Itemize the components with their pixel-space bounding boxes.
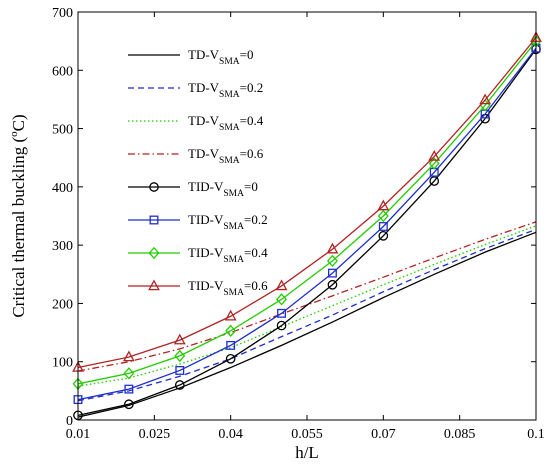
data-point-6 xyxy=(225,324,237,338)
legend-label-suffix: =0.4 xyxy=(244,245,268,260)
ticks-layer: 0.01 0.025 0.04 0.055 0.07 0.085 0.1 0 100 200 300… xyxy=(52,6,545,442)
y-tick-label: 600 xyxy=(52,64,73,79)
x-tick-label: 0.055 xyxy=(291,427,323,442)
data-point-4 xyxy=(327,279,338,290)
legend-label-sub: SMA xyxy=(223,288,244,298)
legend-label-prefix: TD-V xyxy=(188,113,220,128)
y-axis-title-main: Critical thermal buckling ( xyxy=(9,137,28,318)
series-line-3 xyxy=(77,221,537,372)
data-point-4 xyxy=(429,176,440,186)
data-point-5 xyxy=(226,340,236,350)
series-line-1 xyxy=(77,228,537,402)
x-tick-label: 0.07 xyxy=(371,427,396,442)
y-tick-label: 300 xyxy=(52,239,73,254)
data-point-4 xyxy=(124,399,134,410)
y-tick-label: 0 xyxy=(66,414,73,429)
legend-label-4: TID-VSMA=0 xyxy=(188,179,258,199)
plot-frame xyxy=(77,11,537,421)
series-line-4 xyxy=(77,48,537,416)
legend-label-prefix: TD-V xyxy=(188,80,220,95)
y-tick-label: 400 xyxy=(52,181,73,196)
data-point-5 xyxy=(378,222,388,231)
legend-label-sub: SMA xyxy=(219,57,240,67)
legend-label-prefix: TID-V xyxy=(188,212,224,227)
y-tick-label: 500 xyxy=(52,123,73,138)
data-point-5 xyxy=(175,366,185,375)
data-point-6 xyxy=(174,349,186,363)
series-line-5 xyxy=(77,47,537,401)
x-tick-label: 0.1 xyxy=(527,427,545,442)
data-point-7 xyxy=(326,242,339,254)
data-point-6 xyxy=(326,254,338,268)
data-point-5 xyxy=(124,384,134,394)
x-tick-label: 0.01 xyxy=(66,427,91,442)
series-line-2 xyxy=(77,225,537,387)
legend-label-0: TD-VSMA=0 xyxy=(188,47,253,67)
legend-marker-6 xyxy=(148,246,160,260)
data-point-5 xyxy=(277,308,287,318)
y-tick-label: 700 xyxy=(52,6,73,21)
data-point-7 xyxy=(428,149,441,161)
data-point-4 xyxy=(378,230,389,241)
data-point-7 xyxy=(224,309,237,321)
y-axis-title: Critical thermal buckling (oC) xyxy=(8,114,28,317)
data-point-6 xyxy=(276,293,288,306)
series-line-6 xyxy=(77,40,537,385)
legend-label-sub: SMA xyxy=(223,222,244,232)
legend-label-suffix: =0 xyxy=(244,179,258,194)
legend-label-suffix: =0.6 xyxy=(240,146,264,161)
data-point-7 xyxy=(275,279,288,291)
legend-label-7: TID-VSMA=0.6 xyxy=(188,278,268,298)
x-tick-label: 0.085 xyxy=(444,427,476,442)
legend-label-sub: SMA xyxy=(223,189,244,199)
legend-label-5: TID-VSMA=0.2 xyxy=(188,212,268,232)
data-point-7 xyxy=(173,333,186,345)
y-axis-title-unit: C) xyxy=(9,114,28,131)
legend-label-suffix: =0.2 xyxy=(240,80,264,95)
series-line-7 xyxy=(77,37,537,369)
y-tick-label: 100 xyxy=(52,356,73,371)
data-point-5 xyxy=(327,268,337,278)
legend-label-suffix: =0.6 xyxy=(244,278,268,293)
data-point-7 xyxy=(479,93,492,105)
x-axis-title: h/L xyxy=(295,443,319,462)
legend-marker-5 xyxy=(149,215,159,225)
legend-marker-7 xyxy=(148,279,160,291)
data-point-4 xyxy=(276,320,287,331)
x-tick-label: 0.04 xyxy=(218,427,243,442)
data-point-4 xyxy=(225,353,236,364)
legend-label-sub: SMA xyxy=(219,123,240,133)
legend-label-suffix: =0.4 xyxy=(240,113,264,128)
legend-label-suffix: =0.2 xyxy=(244,212,268,227)
legend-label-prefix: TID-V xyxy=(188,278,224,293)
data-point-6 xyxy=(377,209,389,223)
legend-label-prefix: TD-V xyxy=(188,146,220,161)
legend-label-6: TID-VSMA=0.4 xyxy=(188,245,268,265)
legend: TD-VSMA=0TD-VSMA=0.2TD-VSMA=0.4TD-VSMA=0… xyxy=(128,47,268,298)
legend-label-sub: SMA xyxy=(219,90,240,100)
data-point-7 xyxy=(377,199,390,211)
legend-label-suffix: =0 xyxy=(240,47,254,62)
legend-label-3: TD-VSMA=0.6 xyxy=(188,146,264,166)
y-axis-title-sup: o xyxy=(8,131,20,137)
legend-marker-4 xyxy=(149,182,159,192)
data-point-4 xyxy=(174,380,185,390)
legend-label-1: TD-VSMA=0.2 xyxy=(188,80,263,100)
x-tick-label: 0.025 xyxy=(139,427,171,442)
legend-label-2: TD-VSMA=0.4 xyxy=(188,113,264,133)
data-point-7 xyxy=(122,350,135,362)
legend-label-sub: SMA xyxy=(219,156,240,166)
series-layer xyxy=(72,31,542,421)
data-point-6 xyxy=(428,157,440,170)
legend-label-prefix: TD-V xyxy=(188,47,220,62)
legend-label-prefix: TID-V xyxy=(188,245,224,260)
legend-label-sub: SMA xyxy=(223,255,244,265)
y-tick-label: 200 xyxy=(52,297,73,312)
legend-label-prefix: TID-V xyxy=(188,179,224,194)
data-point-6 xyxy=(123,367,135,380)
series-line-0 xyxy=(77,231,537,418)
